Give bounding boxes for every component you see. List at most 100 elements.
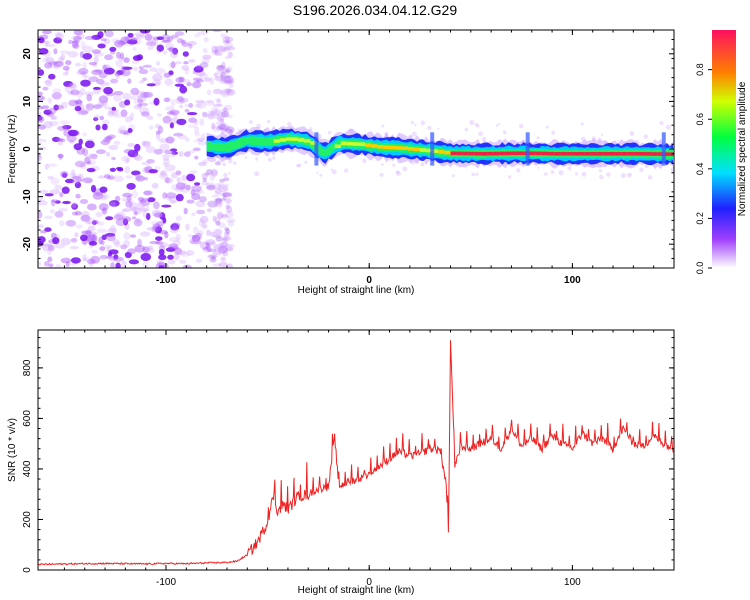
noise-blob [202, 159, 209, 164]
noise-blob [38, 115, 43, 121]
noise-blob [93, 114, 101, 121]
snr-xtick-label: -100 [156, 577, 176, 588]
noise-blob [84, 91, 95, 96]
noise-blob [105, 151, 111, 157]
noise-blob [209, 257, 217, 263]
noise-blob [179, 85, 188, 94]
noise-blob [222, 237, 228, 243]
noise-blob [114, 39, 125, 48]
ridge-core-segment [438, 150, 445, 154]
snr-frame [37, 329, 675, 571]
ridge-core-segment [590, 152, 597, 156]
noise-blob [146, 159, 155, 164]
noise-blob [194, 155, 199, 160]
noise-blob [99, 255, 108, 260]
noise-blob [120, 36, 130, 45]
snr-ytick-label: 200 [22, 511, 33, 528]
noise-blob [220, 198, 226, 202]
noise-blob [98, 236, 104, 245]
noise-blob [199, 62, 209, 68]
noise-blob [214, 76, 224, 81]
noise-blob [81, 230, 92, 235]
noise-blob [98, 95, 109, 104]
noise-blob [42, 243, 52, 247]
noise-blob [187, 234, 194, 238]
spectrogram-noise-layer [38, 30, 674, 268]
noise-blob [126, 182, 136, 190]
noise-blob [139, 80, 145, 84]
noise-blob [175, 233, 181, 241]
noise-blob [191, 212, 196, 217]
noise-blob [107, 176, 114, 181]
noise-blob [143, 176, 149, 181]
noise-blob [156, 36, 165, 40]
noise-speck [287, 121, 292, 127]
noise-blob [224, 244, 233, 251]
noise-blob [69, 246, 80, 250]
noise-blob [153, 201, 160, 210]
noise-blob [165, 177, 170, 184]
noise-blob [54, 104, 64, 110]
noise-blob [164, 164, 176, 172]
noise-speck [414, 123, 417, 126]
noise-blob [90, 255, 101, 264]
noise-blob [88, 241, 98, 246]
noise-speck [464, 127, 469, 132]
noise-blob [142, 246, 150, 254]
noise-blob [213, 243, 225, 252]
noise-blob [97, 31, 104, 39]
noise-blob [207, 254, 215, 260]
noise-blob [75, 224, 83, 229]
ridge-core-segment [407, 147, 414, 151]
noise-blob [192, 81, 202, 89]
noise-blob [218, 222, 226, 228]
noise-blob [216, 65, 226, 71]
noise-blob [216, 211, 224, 220]
ridge-core-segment [450, 151, 457, 156]
ridge-core-segment [298, 138, 305, 142]
noise-blob [223, 107, 228, 113]
noise-blob [180, 251, 191, 257]
noise-blob [176, 118, 187, 126]
noise-blob [165, 136, 174, 145]
noise-blob [185, 223, 190, 231]
noise-speck [600, 133, 604, 136]
noise-blob [197, 229, 204, 236]
noise-blob [43, 109, 52, 115]
noise-blob [216, 46, 227, 54]
noise-blob [93, 51, 105, 57]
noise-blob [99, 186, 108, 193]
noise-blob [67, 90, 74, 95]
noise-blob [224, 46, 236, 51]
noise-blob [145, 247, 155, 254]
noise-blob [180, 186, 190, 194]
noise-blob [44, 227, 52, 232]
noise-blob [85, 235, 97, 242]
noise-blob [212, 170, 218, 175]
noise-blob [223, 185, 229, 192]
noise-blob [195, 99, 206, 104]
noise-blob [191, 185, 203, 192]
noise-blob [202, 246, 213, 251]
noise-blob [198, 161, 207, 167]
noise-blob [38, 236, 46, 244]
noise-blob [52, 237, 60, 245]
snr-ytick-label: 800 [22, 359, 33, 376]
snr-xlabel: Height of straight line (km) [298, 585, 415, 596]
noise-blob [171, 61, 176, 69]
noise-speck [254, 171, 260, 177]
colorbar-ticks: 0.0 0.2 0.4 0.6 0.8 [695, 63, 712, 274]
noise-blob [128, 206, 140, 211]
colorbar-tick-label: 0.8 [695, 63, 705, 76]
ridge-core-segment [584, 152, 591, 156]
noise-blob [122, 66, 133, 70]
colorbar-tick-label: 0.2 [695, 212, 705, 225]
ridge-core-segment [651, 152, 658, 156]
noise-blob [219, 178, 225, 183]
noise-blob [50, 177, 60, 186]
noise-blob [80, 79, 91, 87]
noise-blob [216, 98, 222, 107]
noise-blob [226, 88, 236, 96]
ridge-core-segment [334, 144, 341, 149]
noise-blob [167, 259, 176, 265]
